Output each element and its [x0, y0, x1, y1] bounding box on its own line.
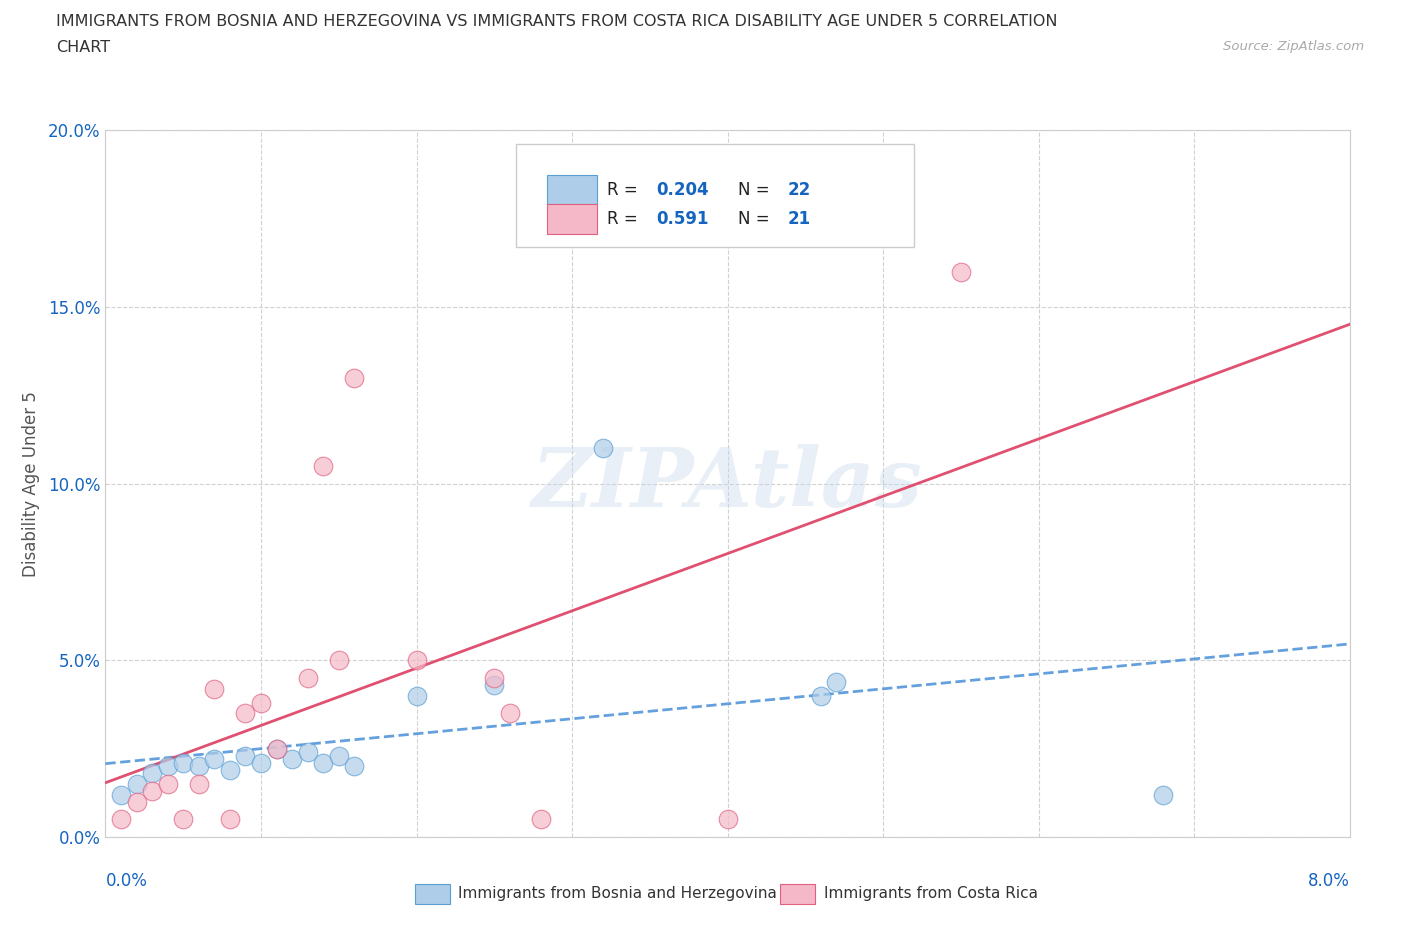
Y-axis label: Disability Age Under 5: Disability Age Under 5	[21, 391, 39, 577]
Point	[187, 777, 209, 791]
Text: R =: R =	[607, 210, 643, 228]
Point	[219, 763, 242, 777]
Text: 22: 22	[787, 180, 811, 199]
Point	[156, 777, 179, 791]
Point	[141, 766, 163, 781]
Point	[499, 706, 522, 721]
Point	[125, 777, 148, 791]
Text: 0.204: 0.204	[657, 180, 709, 199]
Point	[312, 458, 335, 473]
Text: IMMIGRANTS FROM BOSNIA AND HERZEGOVINA VS IMMIGRANTS FROM COSTA RICA DISABILITY : IMMIGRANTS FROM BOSNIA AND HERZEGOVINA V…	[56, 14, 1057, 29]
Point	[343, 759, 366, 774]
Point	[202, 681, 225, 696]
Point	[1152, 787, 1174, 802]
Text: N =: N =	[738, 180, 775, 199]
FancyBboxPatch shape	[547, 175, 598, 205]
Point	[172, 755, 194, 770]
Point	[235, 749, 257, 764]
Point	[297, 671, 319, 685]
Text: 0.0%: 0.0%	[105, 872, 148, 890]
Point	[312, 755, 335, 770]
Point	[825, 674, 848, 689]
Point	[202, 751, 225, 766]
FancyBboxPatch shape	[547, 205, 598, 234]
Point	[187, 759, 209, 774]
Text: 8.0%: 8.0%	[1308, 872, 1350, 890]
Point	[405, 688, 427, 703]
Point	[405, 653, 427, 668]
Point	[235, 706, 257, 721]
Point	[328, 749, 350, 764]
Point	[141, 784, 163, 799]
Point	[266, 741, 288, 756]
Text: CHART: CHART	[56, 40, 110, 55]
Point	[949, 264, 972, 279]
Point	[250, 755, 273, 770]
Point	[343, 370, 366, 385]
Point	[250, 696, 273, 711]
FancyBboxPatch shape	[516, 144, 914, 246]
Point	[172, 812, 194, 827]
Point	[530, 812, 553, 827]
Point	[125, 794, 148, 809]
Text: 21: 21	[787, 210, 810, 228]
Point	[110, 787, 132, 802]
Point	[110, 812, 132, 827]
Text: R =: R =	[607, 180, 643, 199]
Text: Immigrants from Costa Rica: Immigrants from Costa Rica	[824, 886, 1038, 901]
Point	[328, 653, 350, 668]
Point	[484, 671, 506, 685]
Text: ZIPAtlas: ZIPAtlas	[531, 444, 924, 524]
Text: Source: ZipAtlas.com: Source: ZipAtlas.com	[1223, 40, 1364, 53]
Point	[592, 441, 614, 456]
Point	[297, 745, 319, 760]
Point	[266, 741, 288, 756]
Text: 0.591: 0.591	[657, 210, 709, 228]
Point	[219, 812, 242, 827]
Text: Immigrants from Bosnia and Herzegovina: Immigrants from Bosnia and Herzegovina	[458, 886, 778, 901]
Point	[484, 678, 506, 693]
Point	[281, 751, 304, 766]
Text: N =: N =	[738, 210, 775, 228]
Point	[810, 688, 832, 703]
Point	[717, 812, 740, 827]
Point	[156, 759, 179, 774]
